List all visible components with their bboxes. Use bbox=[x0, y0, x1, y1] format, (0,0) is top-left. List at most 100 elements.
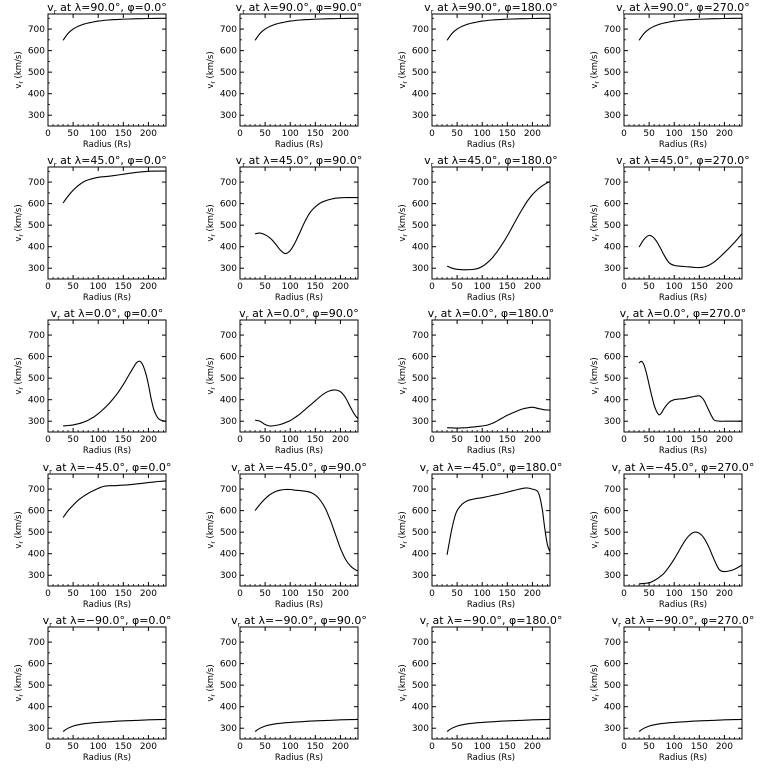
x-tick-label: 0 bbox=[621, 435, 627, 445]
plot-frame bbox=[623, 626, 743, 740]
x-tick-label: 200 bbox=[332, 282, 349, 292]
y-tick-label: 700 bbox=[220, 485, 237, 495]
y-tick-label: 300 bbox=[220, 264, 237, 274]
x-tick-label: 100 bbox=[90, 742, 107, 752]
y-tick-label: 700 bbox=[412, 485, 429, 495]
chart-panel: vr at λ=45.0°, φ=0.0° 0 50 100 150 200 300 400 5… bbox=[14, 154, 167, 303]
y-axis-label: vr (km/s) bbox=[14, 357, 25, 394]
x-tick-label: 50 bbox=[67, 282, 79, 292]
x-tick-label: 150 bbox=[691, 742, 708, 752]
x-tick-label: 0 bbox=[237, 129, 243, 139]
series-line bbox=[638, 718, 743, 732]
y-tick-label: 500 bbox=[604, 681, 621, 691]
x-tick-label: 200 bbox=[524, 589, 541, 599]
x-axis-label: Radius (Rs) bbox=[83, 600, 131, 610]
y-tick-label: 600 bbox=[28, 353, 45, 363]
y-tick-label: 500 bbox=[604, 221, 621, 231]
chart-title: vr at λ=90.0°, φ=0.0° bbox=[47, 1, 167, 16]
chart-title: vr at λ=45.0°, φ=270.0° bbox=[616, 154, 750, 169]
y-tick-label: 400 bbox=[412, 90, 429, 100]
x-tick-label: 0 bbox=[621, 282, 627, 292]
x-tick-label: 150 bbox=[499, 589, 516, 599]
y-axis-label: vr (km/s) bbox=[14, 51, 25, 88]
y-tick-label: 500 bbox=[220, 681, 237, 691]
x-axis-label: Radius (Rs) bbox=[467, 293, 515, 303]
y-tick-label: 500 bbox=[28, 374, 45, 384]
x-tick-label: 200 bbox=[716, 282, 733, 292]
x-tick-label: 200 bbox=[716, 742, 733, 752]
plot-frame bbox=[47, 319, 167, 433]
x-tick-label: 0 bbox=[237, 435, 243, 445]
y-tick-label: 500 bbox=[412, 681, 429, 691]
y-tick-label: 700 bbox=[604, 178, 621, 188]
x-tick-label: 150 bbox=[499, 435, 516, 445]
y-tick-label: 700 bbox=[220, 331, 237, 341]
x-axis-label: Radius (Rs) bbox=[659, 140, 707, 150]
x-tick-label: 150 bbox=[499, 742, 516, 752]
y-tick-label: 500 bbox=[28, 528, 45, 538]
chart-panel: vr at λ=45.0°, φ=270.0° 0 50 100 150 200 300 40… bbox=[590, 154, 750, 303]
x-tick-label: 100 bbox=[474, 129, 491, 139]
x-tick-label: 150 bbox=[115, 742, 132, 752]
y-tick-label: 600 bbox=[604, 200, 621, 210]
chart-panel: vr at λ=−45.0°, φ=90.0° 0 50 100 150 200 300 40… bbox=[206, 461, 367, 610]
series-line bbox=[446, 181, 551, 271]
chart-title: vr at λ=−45.0°, φ=0.0° bbox=[43, 461, 172, 476]
y-tick-label: 500 bbox=[28, 68, 45, 78]
x-tick-label: 50 bbox=[259, 589, 271, 599]
y-tick-label: 500 bbox=[412, 68, 429, 78]
plot-frame bbox=[431, 13, 551, 127]
y-axis-label: vr (km/s) bbox=[14, 664, 25, 701]
y-tick-label: 600 bbox=[412, 353, 429, 363]
x-axis-label: Radius (Rs) bbox=[467, 753, 515, 763]
y-tick-label: 700 bbox=[220, 638, 237, 648]
x-axis-label: Radius (Rs) bbox=[275, 446, 323, 456]
y-tick-label: 500 bbox=[220, 68, 237, 78]
x-tick-label: 50 bbox=[67, 742, 79, 752]
y-axis-label: vr (km/s) bbox=[398, 51, 409, 88]
x-tick-label: 50 bbox=[643, 589, 655, 599]
x-tick-label: 150 bbox=[307, 282, 324, 292]
x-tick-label: 150 bbox=[115, 589, 132, 599]
chart-panel: vr at λ=90.0°, φ=180.0° 0 50 100 150 200 300 40… bbox=[398, 1, 558, 150]
chart-panel: vr at λ=90.0°, φ=90.0° 0 50 100 150 200 300 400… bbox=[206, 1, 362, 150]
y-axis-label: vr (km/s) bbox=[590, 511, 601, 548]
y-tick-label: 500 bbox=[28, 681, 45, 691]
x-tick-label: 50 bbox=[67, 435, 79, 445]
y-axis-label: vr (km/s) bbox=[398, 664, 409, 701]
x-tick-label: 0 bbox=[45, 589, 51, 599]
x-tick-label: 50 bbox=[451, 435, 463, 445]
x-tick-label: 50 bbox=[643, 282, 655, 292]
x-axis-label: Radius (Rs) bbox=[83, 753, 131, 763]
x-tick-label: 0 bbox=[45, 129, 51, 139]
x-tick-label: 150 bbox=[691, 435, 708, 445]
y-tick-label: 400 bbox=[604, 396, 621, 406]
x-tick-label: 200 bbox=[524, 435, 541, 445]
y-tick-label: 300 bbox=[412, 264, 429, 274]
x-tick-label: 100 bbox=[666, 742, 683, 752]
y-tick-label: 600 bbox=[604, 353, 621, 363]
y-tick-label: 600 bbox=[412, 47, 429, 57]
x-tick-label: 150 bbox=[115, 129, 132, 139]
chart-title: vr at λ=0.0°, φ=0.0° bbox=[51, 307, 164, 322]
x-tick-label: 150 bbox=[691, 282, 708, 292]
x-tick-label: 200 bbox=[140, 589, 157, 599]
chart-title: vr at λ=0.0°, φ=270.0° bbox=[620, 307, 747, 322]
plot-frame bbox=[239, 319, 359, 433]
x-tick-label: 100 bbox=[282, 435, 299, 445]
x-tick-label: 150 bbox=[115, 282, 132, 292]
x-tick-label: 200 bbox=[140, 435, 157, 445]
y-tick-label: 600 bbox=[412, 660, 429, 670]
x-axis-label: Radius (Rs) bbox=[659, 293, 707, 303]
x-tick-label: 0 bbox=[621, 129, 627, 139]
x-tick-label: 50 bbox=[67, 589, 79, 599]
x-axis-label: Radius (Rs) bbox=[275, 140, 323, 150]
chart-title: vr at λ=0.0°, φ=180.0° bbox=[428, 307, 555, 322]
x-tick-label: 200 bbox=[524, 129, 541, 139]
y-tick-label: 700 bbox=[412, 331, 429, 341]
x-tick-label: 0 bbox=[45, 282, 51, 292]
x-tick-label: 0 bbox=[45, 435, 51, 445]
y-axis-label: vr (km/s) bbox=[590, 51, 601, 88]
x-tick-label: 50 bbox=[259, 129, 271, 139]
